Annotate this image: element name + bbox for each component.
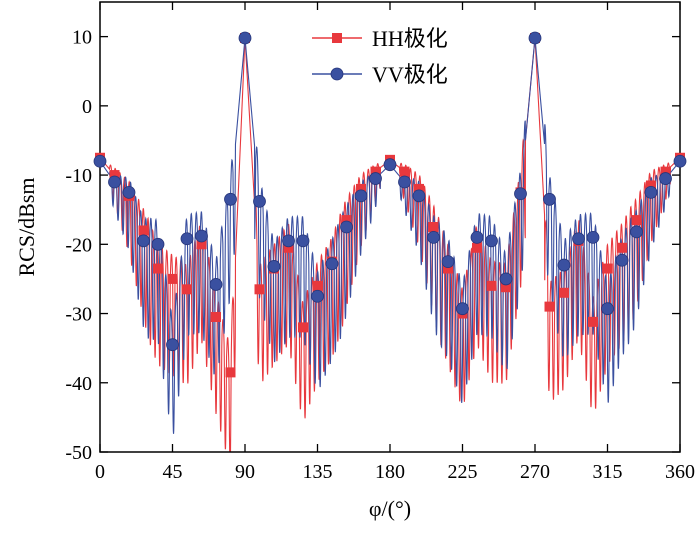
vv-marker [369, 172, 382, 185]
vv-marker [354, 189, 368, 203]
vv-marker [282, 234, 295, 248]
x-axis-title: φ/(°) [369, 496, 411, 521]
hh-marker [486, 280, 497, 291]
hh-marker [660, 166, 671, 177]
y-tick-label: -40 [65, 373, 92, 395]
vv-marker [398, 175, 411, 189]
hh-marker [138, 225, 149, 236]
legend: HH极化 VV极化 [312, 26, 448, 87]
hh-marker [602, 263, 613, 274]
x-tick-label: 180 [375, 461, 405, 483]
vv-marker [586, 230, 600, 244]
hh-marker [167, 273, 178, 284]
hh-marker [109, 170, 120, 181]
y-tick-label: -50 [65, 442, 92, 464]
hh-marker [617, 242, 627, 253]
hh-marker [211, 312, 221, 322]
hh-marker [472, 242, 482, 253]
vv-marker [311, 289, 324, 303]
legend-label: HH极化 [372, 26, 448, 51]
x-tick-label: 135 [303, 461, 333, 483]
vv-marker [267, 260, 281, 273]
vv-marker [137, 234, 150, 248]
vv-marker [209, 278, 223, 291]
vv-marker [383, 158, 397, 172]
hh-marker [356, 183, 366, 194]
hh-marker [544, 301, 555, 312]
x-tick-label: 270 [520, 461, 550, 483]
hh-marker [196, 239, 207, 250]
hh-marker [312, 280, 323, 291]
markers-layer [93, 31, 687, 378]
vv-marker [412, 189, 426, 203]
hh-marker [370, 166, 381, 177]
vv-marker [224, 192, 237, 206]
y-tick-label: 0 [82, 96, 92, 118]
hh-marker [341, 215, 352, 226]
vv-marker [180, 232, 194, 246]
vv-marker [470, 230, 484, 244]
hh-marker [225, 367, 236, 378]
hh-marker [646, 180, 656, 191]
x-tick-label: 45 [163, 461, 183, 483]
hh-marker [153, 263, 163, 274]
vv-marker [238, 31, 252, 45]
vv-marker [427, 230, 440, 244]
vv-marker [615, 253, 629, 267]
x-tick-label: 360 [665, 461, 695, 483]
hh-marker [559, 287, 569, 298]
hh-marker [428, 222, 439, 232]
hh-marker [588, 316, 598, 327]
vv-marker [93, 154, 107, 168]
hh-marker [631, 215, 642, 226]
hh-marker [414, 183, 424, 194]
vv-marker [528, 31, 542, 45]
ticks-layer: 0 45 90 135 180 225 270 315 360 10 0 -10 -20 -30 -40 -5… [65, 2, 695, 483]
vv-marker [659, 172, 672, 185]
vv-marker [644, 185, 658, 199]
hh-marker [182, 284, 192, 295]
x-tick-label: 90 [235, 461, 255, 483]
vv-marker [166, 338, 179, 352]
vv-marker [151, 237, 165, 251]
hh-marker [254, 284, 265, 295]
vv-marker [572, 232, 585, 246]
vv-marker [673, 154, 687, 168]
legend-swatch-vv [330, 67, 344, 81]
y-tick-label: -20 [65, 234, 92, 256]
x-tick-label: 315 [593, 461, 623, 483]
vv-marker [456, 302, 469, 316]
vv-marker [630, 225, 643, 239]
y-axis-title: RCS/dBsm [14, 177, 39, 276]
hh-marker [443, 263, 453, 274]
x-tick-label: 225 [448, 461, 478, 483]
vv-marker [557, 258, 571, 272]
vv-marker [485, 234, 498, 248]
hh-marker [399, 166, 410, 177]
hh-marker [298, 322, 308, 333]
vv-marker [108, 175, 121, 189]
y-tick-label: 10 [72, 27, 92, 49]
hh-marker [283, 242, 294, 253]
hh-marker [501, 282, 511, 293]
vv-marker [601, 302, 614, 316]
y-tick-label: -10 [65, 165, 92, 187]
legend-swatch-hh [332, 33, 342, 43]
vv-marker [543, 192, 556, 206]
vv-marker [195, 229, 208, 243]
vv-marker [122, 185, 136, 199]
vv-marker [441, 255, 455, 269]
vv-marker [340, 220, 353, 234]
legend-label: VV极化 [372, 62, 448, 87]
vv-marker [253, 194, 266, 208]
y-tick-label: -30 [65, 304, 92, 326]
vv-marker [325, 257, 339, 271]
x-tick-label: 0 [95, 461, 105, 483]
vv-marker [514, 187, 527, 201]
vv-marker [499, 272, 513, 286]
vv-marker [296, 234, 310, 248]
